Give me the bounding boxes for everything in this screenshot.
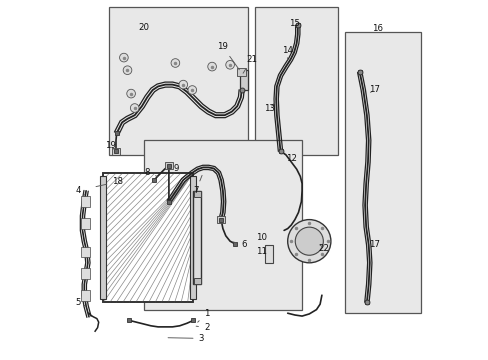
Text: 13: 13 [264,103,275,112]
Text: 17: 17 [368,85,380,94]
Circle shape [287,220,330,263]
Text: 16: 16 [371,24,383,33]
Bar [216,216,225,223]
Circle shape [120,53,128,62]
Text: 9: 9 [167,164,179,173]
Circle shape [123,66,132,75]
Bar [240,70,247,90]
Bar [164,162,173,169]
Text: 15: 15 [288,19,299,28]
Text: 19: 19 [105,141,116,150]
Bar [81,218,90,229]
Text: 6: 6 [232,240,247,249]
Text: 14: 14 [282,46,293,59]
Text: 19: 19 [217,42,239,70]
Text: 22: 22 [318,244,328,253]
Bar [81,247,90,257]
Bar [237,68,245,76]
Bar [264,245,273,263]
Text: 2: 2 [196,323,209,332]
Circle shape [295,227,323,255]
Bar [81,268,90,279]
Text: 5: 5 [75,298,85,307]
Text: 7: 7 [193,175,202,195]
Bar [190,176,196,299]
Circle shape [187,86,196,94]
Circle shape [171,59,179,67]
Text: 4: 4 [75,186,84,195]
Bar [255,7,337,155]
Text: 20: 20 [138,22,149,31]
Text: 17: 17 [368,240,380,249]
Text: 1: 1 [197,309,209,322]
Bar [345,32,420,313]
Bar [143,140,302,310]
Circle shape [225,60,234,69]
Text: 21: 21 [243,55,257,73]
Text: 10: 10 [255,233,266,242]
Bar [111,148,120,155]
Bar [193,191,201,197]
Bar [103,173,193,302]
Bar [103,173,193,302]
Text: 18: 18 [96,177,123,186]
Circle shape [126,89,135,98]
Bar [81,196,90,207]
Circle shape [130,104,139,112]
Circle shape [207,62,216,71]
Bar [193,278,201,284]
Bar [101,176,106,299]
Circle shape [179,80,187,89]
Bar [109,7,247,155]
Bar [81,290,90,301]
Text: 3: 3 [168,334,203,343]
Text: 11: 11 [255,248,266,256]
Bar [193,191,201,284]
Text: 12: 12 [285,154,296,163]
Text: 8: 8 [144,168,157,177]
